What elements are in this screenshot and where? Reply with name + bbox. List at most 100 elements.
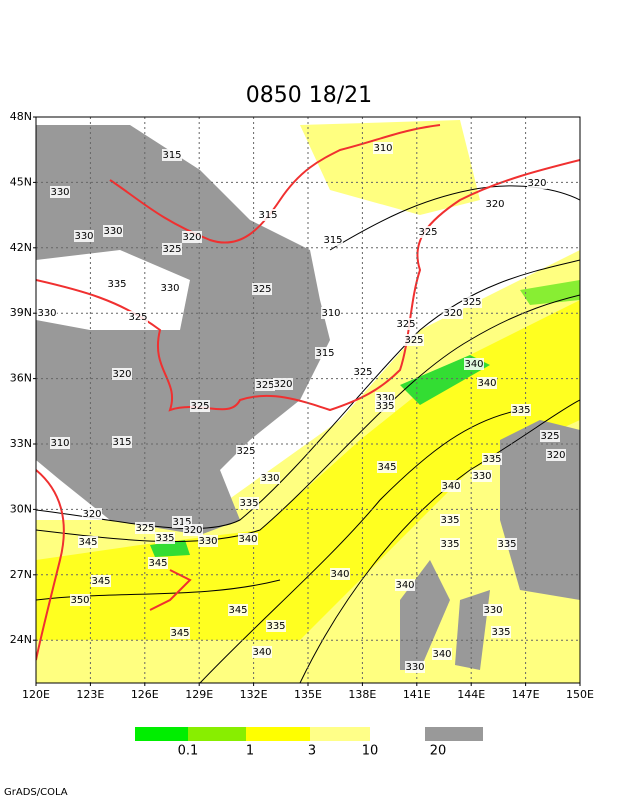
lat-label: 42N — [10, 241, 32, 254]
lat-label: 27N — [10, 568, 32, 581]
coastlines — [36, 124, 580, 661]
lon-label: 144E — [457, 688, 485, 701]
lat-label: 48N — [10, 110, 32, 123]
contour-label: 335 — [440, 539, 459, 550]
label-bg — [112, 436, 132, 448]
contour-label: 350 — [70, 595, 89, 606]
contour-label: 330 — [103, 226, 122, 237]
contour-label: 330 — [472, 471, 491, 482]
contour-label: 315 — [172, 517, 191, 528]
contour-label: 325 — [135, 523, 154, 534]
legend-label: 0.1 — [178, 744, 199, 759]
contour-label: 315 — [323, 235, 342, 246]
label-bg — [128, 311, 148, 323]
lon-label: 135E — [294, 688, 322, 701]
legend-swatch — [246, 727, 310, 741]
contour-label: 325 — [128, 312, 147, 323]
contour-label: 325 — [190, 401, 209, 412]
lat-label: 30N — [10, 502, 32, 515]
footer: GrADS/COLA — [4, 787, 68, 798]
coastline — [109, 124, 441, 244]
legend-label: 10 — [362, 744, 379, 759]
contour-label: 320 — [112, 369, 131, 380]
contour-label: 315 — [162, 150, 181, 161]
precip-area — [300, 120, 480, 215]
label-bg — [198, 535, 218, 547]
contour-label: 325 — [255, 380, 274, 391]
contour-label: 335 — [155, 533, 174, 544]
label-bg — [107, 278, 127, 290]
label-bg — [162, 243, 182, 255]
label-bg — [440, 538, 460, 550]
label-bg — [441, 480, 461, 492]
contour-label: 335 — [482, 454, 501, 465]
label-bg — [462, 296, 482, 308]
label-bg — [273, 378, 293, 390]
contour-label: 330 — [50, 187, 69, 198]
label-bg — [482, 453, 502, 465]
contour-label: 325 — [353, 367, 372, 378]
label-bg — [162, 149, 182, 161]
label-bg — [418, 226, 438, 238]
contour-label: 335 — [491, 627, 510, 638]
label-bg — [182, 231, 202, 243]
legend-swatch — [135, 727, 188, 741]
contour-label: 340 — [464, 359, 483, 370]
label-bg — [485, 198, 505, 210]
label-bg — [103, 225, 123, 237]
cloud-area — [500, 420, 580, 600]
contour-label: 315 — [258, 210, 277, 221]
label-bg — [135, 522, 155, 534]
contour-label: 340 — [432, 649, 451, 660]
label-bg — [375, 400, 395, 412]
label-bg — [323, 234, 343, 246]
label-bg — [228, 604, 248, 616]
contour-label: 325 — [252, 284, 271, 295]
contour-label: 325 — [236, 446, 255, 457]
contour-label: 320 — [183, 525, 202, 536]
contour — [36, 579, 281, 601]
label-bg — [405, 661, 425, 673]
label-bg — [155, 532, 175, 544]
label-bg — [321, 307, 341, 319]
label-bg — [546, 449, 566, 461]
contour-label: 335 — [375, 401, 394, 412]
contour-label: 340 — [238, 534, 257, 545]
label-bg — [527, 177, 547, 189]
contour-label: 320 — [485, 199, 504, 210]
label-bg — [258, 209, 278, 221]
label-bg — [472, 470, 492, 482]
label-bg — [511, 404, 531, 416]
contour-label: 340 — [252, 647, 271, 658]
contour-label: 325 — [404, 335, 423, 346]
lon-label: 126E — [131, 688, 159, 701]
label-bg — [330, 568, 350, 580]
label-bg — [91, 575, 111, 587]
label-bg — [50, 437, 70, 449]
contour-label: 335 — [239, 498, 258, 509]
label-bg — [183, 524, 203, 536]
lon-label: 138E — [348, 688, 376, 701]
contour-label: 335 — [107, 279, 126, 290]
lat-label: 33N — [10, 437, 32, 450]
contour-label: 330 — [198, 536, 217, 547]
label-bg — [148, 557, 168, 569]
contour-label: 320 — [546, 450, 565, 461]
label-bg — [255, 379, 275, 391]
contour-label: 320 — [82, 509, 101, 520]
contour-label: 345 — [228, 605, 247, 616]
contour-label: 330 — [405, 662, 424, 673]
legend-label: 3 — [308, 744, 316, 759]
contour-label: 345 — [91, 576, 110, 587]
contour-label: 335 — [497, 539, 516, 550]
contour-label: 345 — [170, 628, 189, 639]
label-bg — [252, 283, 272, 295]
precip-area — [150, 540, 190, 557]
title: 0850 18/21 — [246, 83, 372, 108]
label-bg — [78, 536, 98, 548]
legend-swatch — [188, 727, 246, 741]
lon-label: 150E — [566, 688, 594, 701]
label-bg — [373, 142, 393, 154]
